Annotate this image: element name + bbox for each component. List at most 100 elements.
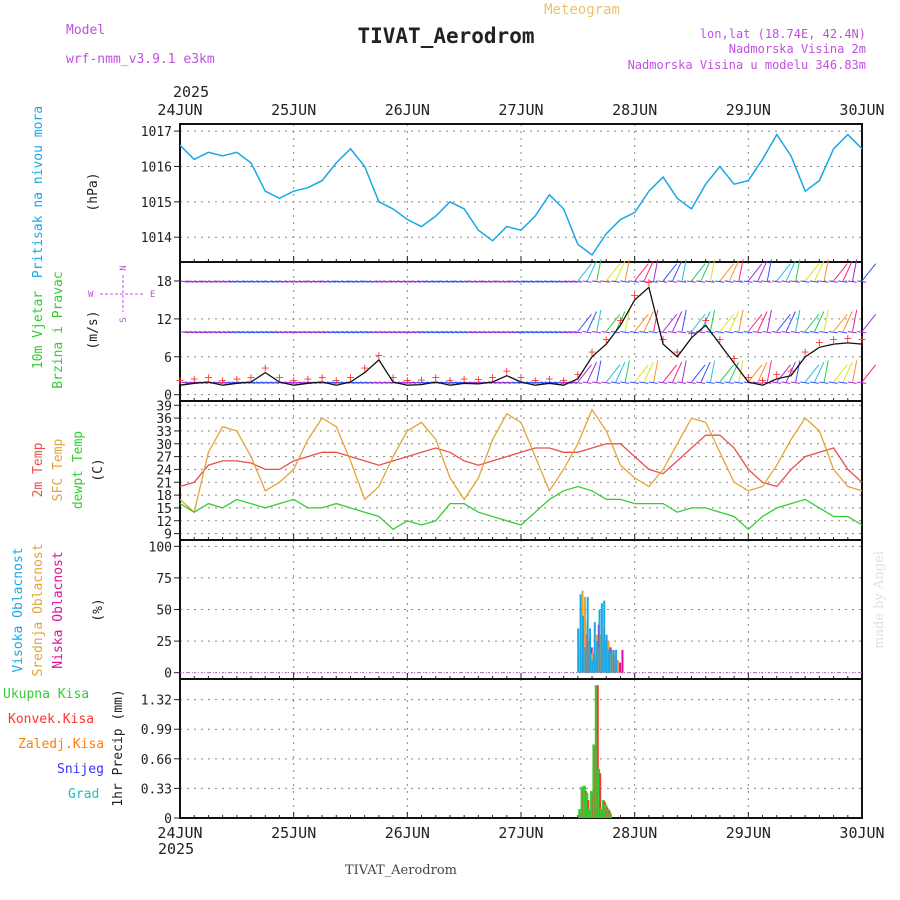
wind-barb [596, 309, 602, 332]
wind-barb [468, 331, 478, 334]
wind-barb [336, 280, 346, 283]
cloud-bar-mid [617, 660, 620, 673]
wind-barb [487, 280, 497, 283]
temp-ylabel-3: dewpt Temp [71, 431, 86, 509]
wind-barb [407, 381, 417, 384]
wind-barb [823, 259, 829, 282]
wind-barb [728, 311, 740, 332]
wind-barb [217, 280, 227, 283]
wind-barb [734, 381, 744, 384]
wind-barb [539, 331, 549, 334]
wind-barb [265, 280, 275, 283]
wind-barb [728, 361, 740, 383]
wind-barb [269, 280, 279, 283]
gust-marker: + [744, 371, 753, 384]
wind-barb [667, 381, 677, 384]
temp-unit: (C) [91, 458, 106, 481]
cloud-bar-high [612, 649, 615, 673]
cloud-bar-high [593, 622, 596, 673]
gust-marker: + [332, 374, 341, 387]
wind-barb [511, 381, 521, 384]
wind-barb [658, 280, 668, 283]
wind-barb [388, 331, 398, 334]
wind-barb [743, 331, 753, 334]
wind-barb [359, 331, 369, 334]
gust-marker: + [516, 371, 525, 384]
wind-barb [459, 280, 469, 283]
wind-barb [586, 361, 597, 383]
wind-barb [795, 309, 801, 332]
wind-barb [383, 331, 393, 334]
wind-barb [355, 381, 365, 384]
wind-barb [643, 311, 654, 332]
wind-barb [336, 331, 346, 334]
wind-barb [857, 280, 867, 283]
wind-barb [624, 259, 630, 282]
gust-marker: + [417, 374, 426, 387]
day-label-bottom: 28JUN [612, 824, 657, 842]
wind-barb [227, 331, 237, 334]
wind-barb [393, 280, 403, 283]
wind-barb [615, 361, 626, 383]
wind-barb [236, 331, 246, 334]
cloud-bar-mid [583, 596, 586, 673]
wind-barb [497, 331, 507, 334]
wind-barb [563, 280, 573, 283]
wind-barb [322, 280, 332, 283]
wind-barb [747, 263, 763, 282]
wind-barb [449, 280, 459, 283]
wind-barb [700, 361, 711, 383]
wind-barb [842, 260, 853, 282]
wind-barb [861, 263, 877, 282]
wind-barb [857, 381, 867, 384]
gust-marker: + [857, 333, 866, 346]
wind-barb [785, 260, 796, 282]
wind-barb [549, 331, 559, 334]
wind-barb [284, 331, 294, 334]
wind-barb [331, 331, 341, 334]
gust-marker: + [715, 333, 724, 346]
wind-barb [501, 381, 512, 384]
pressure-ylabel: Pritisak na nivou mora [31, 106, 46, 278]
y-tick-label: 18 [156, 275, 172, 290]
wind-barb [293, 280, 303, 283]
wind-barb [478, 331, 488, 334]
wind-barb [601, 381, 611, 384]
wind-barb [620, 280, 630, 283]
cloud-bar-high [605, 634, 608, 673]
wind-barb [293, 381, 303, 384]
compass-w: W [88, 290, 94, 300]
y-tick-label: 0.33 [141, 782, 172, 797]
precip-bar-rain [578, 809, 582, 818]
wind-barb [383, 381, 393, 384]
gust-marker: + [303, 372, 312, 385]
wind-barb [686, 381, 696, 384]
pressure-line [179, 133, 863, 256]
wind-barb [217, 381, 227, 384]
wind-barb [232, 331, 242, 334]
y-tick-label: 75 [156, 572, 172, 587]
wind-barb [539, 280, 549, 283]
wind-barb [544, 280, 554, 283]
wind-barb [586, 311, 597, 332]
wind-barb [525, 331, 535, 334]
footer-station: TIVAT_Aerodrom [345, 863, 457, 878]
gust-marker: + [246, 371, 255, 384]
wind-barb [189, 331, 199, 334]
gust-marker: + [218, 374, 227, 387]
wind-barb [359, 381, 369, 384]
wind-barb [819, 331, 829, 334]
wind-barb [232, 280, 242, 283]
y-tick-label: 1.32 [141, 694, 172, 709]
wind-barb [492, 331, 502, 334]
gust-marker: + [772, 368, 781, 381]
wind-barb [648, 280, 658, 283]
wind-barb [326, 331, 336, 334]
precip-bar-rain [590, 791, 594, 818]
wind-barb [709, 360, 716, 383]
wind-barb [535, 381, 545, 384]
wind-barb [734, 280, 744, 283]
wind-barb [397, 280, 407, 283]
wind-barb [653, 360, 659, 383]
cloud-bar-high [600, 603, 603, 673]
